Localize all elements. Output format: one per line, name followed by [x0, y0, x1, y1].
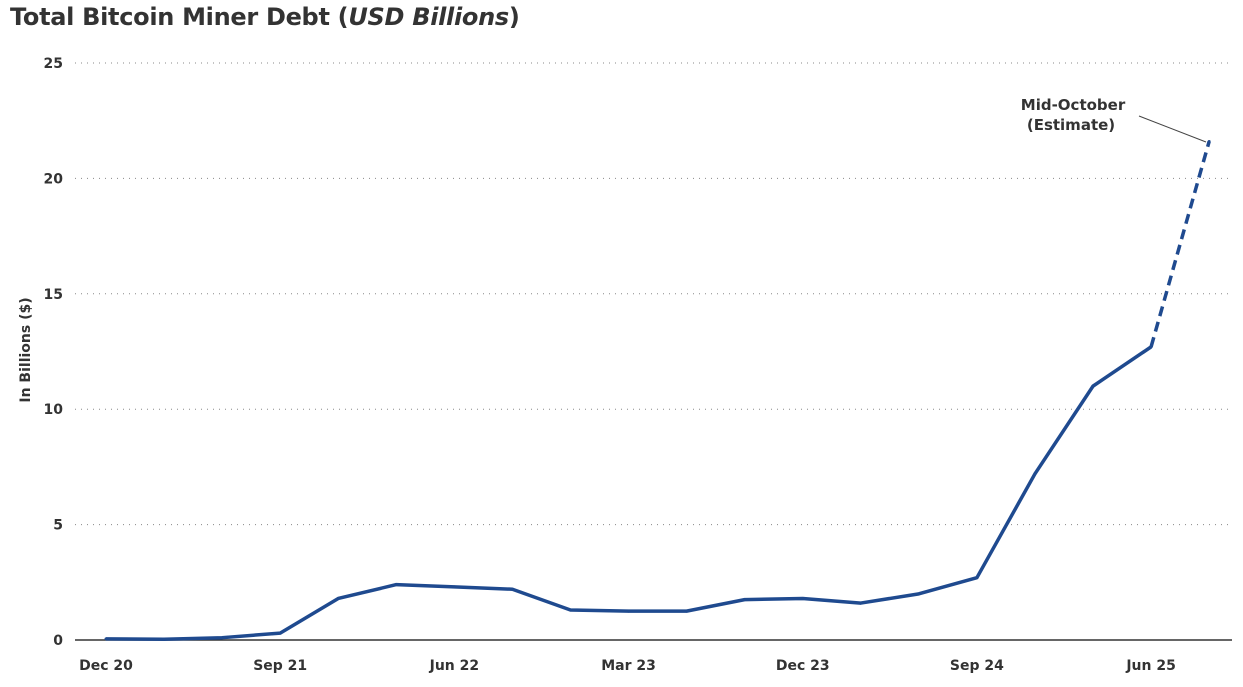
y-tick-label: 0	[53, 633, 63, 649]
data-point	[859, 601, 863, 605]
y-tick-label: 25	[44, 56, 63, 72]
data-point	[568, 608, 572, 612]
data-point	[917, 592, 921, 596]
data-point	[452, 585, 456, 589]
title-unit: USD Billions	[348, 3, 509, 31]
data-point	[1033, 472, 1037, 476]
x-tick-label: Dec 20	[79, 658, 133, 674]
y-tick-label: 10	[44, 402, 64, 418]
debt-line-actual	[105, 345, 1153, 642]
title-end: )	[508, 3, 520, 31]
data-point	[801, 596, 805, 600]
debt-line-estimate	[1149, 140, 1211, 348]
data-point	[627, 609, 631, 613]
x-tick-label: Dec 23	[776, 658, 830, 674]
data-point	[104, 637, 108, 641]
annotation-line1: Mid-October	[1021, 96, 1126, 114]
y-tick-label: 5	[53, 518, 63, 534]
x-tick-label: Jun 25	[1125, 658, 1176, 674]
data-point	[1149, 345, 1153, 349]
chart-title: Total Bitcoin Miner Debt (USD Billions)	[10, 3, 520, 31]
data-point	[743, 598, 747, 602]
data-point	[162, 637, 166, 641]
data-point	[1207, 139, 1211, 143]
data-point	[1091, 384, 1095, 388]
y-tick-label: 20	[44, 171, 64, 187]
data-point	[510, 587, 514, 591]
annotation-leader	[1138, 115, 1207, 143]
x-tick-label: Sep 24	[950, 658, 1004, 674]
data-point	[278, 631, 282, 635]
data-point	[336, 596, 340, 600]
y-tick-label: 15	[44, 287, 63, 303]
data-point	[975, 576, 979, 580]
title-text: Total Bitcoin Miner Debt (	[10, 3, 349, 31]
annotation-line2: (Estimate)	[1027, 116, 1115, 134]
x-tick-label: Sep 21	[253, 658, 307, 674]
x-tick-label: Jun 22	[429, 658, 480, 674]
x-tick-label: Mar 23	[601, 658, 656, 674]
data-point	[685, 609, 689, 613]
y-axis-label: In Billions ($)	[18, 297, 34, 402]
data-point	[394, 583, 398, 587]
data-point	[220, 636, 224, 640]
